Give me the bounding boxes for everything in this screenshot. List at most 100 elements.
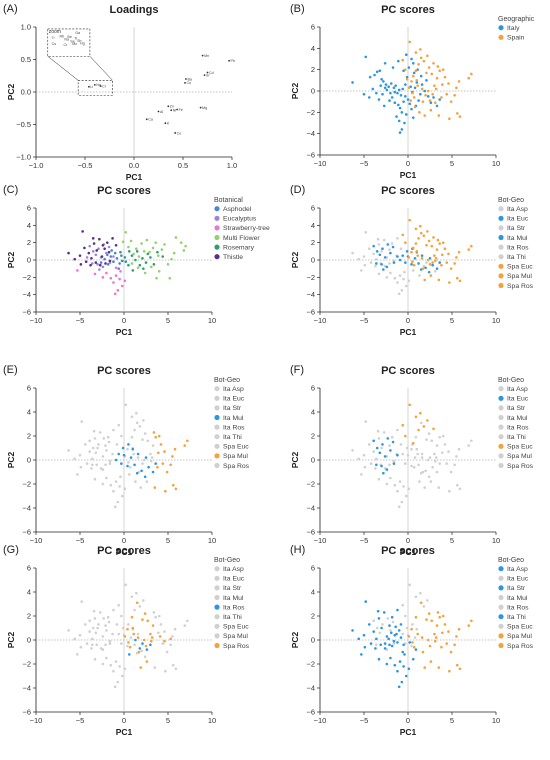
legend-swatch [214,244,220,250]
score-point [380,626,383,630]
score-point [146,252,150,256]
score-point [412,645,416,649]
score-point [116,289,120,292]
y-tick-label: −2 [306,660,315,669]
score-point [123,487,127,491]
score-point [457,80,461,83]
legend-entry: Ita Euc [507,216,529,223]
score-point [389,629,392,632]
score-point [437,114,441,117]
score-point [98,237,101,241]
score-point [130,595,134,599]
score-point [410,263,413,266]
score-point [388,444,391,447]
score-point [91,463,94,467]
panel-label: (D) [290,184,305,196]
score-point [422,425,426,428]
legend-swatch [498,263,504,269]
zoom-loading-label: Na [64,38,69,42]
score-point [402,277,405,281]
score-point [385,482,389,486]
score-point [423,666,427,669]
score-point [378,451,382,455]
score-point [377,617,381,620]
score-point [91,262,94,265]
y-tick-label: −6 [22,708,31,717]
x-tick-label: 10 [208,316,216,325]
score-point [392,459,396,463]
score-point [141,642,144,645]
score-point [98,431,102,434]
score-point [144,456,148,459]
score-point [404,113,408,116]
score-point [383,256,387,259]
score-point [151,470,155,474]
score-point [136,456,140,459]
y-tick-label: 2 [311,432,315,441]
score-point [440,96,443,99]
loading-point [167,105,170,108]
x-tick-label: −5 [76,716,85,725]
score-point [440,263,443,267]
score-point [377,243,381,246]
score-point [107,440,111,444]
score-point [377,477,381,481]
score-point [134,258,137,262]
y-tick-label: −4 [22,290,31,299]
score-point [416,254,419,257]
x-axis-label: PC1 [400,727,417,737]
loading-label: Ca [148,118,153,122]
score-point [420,636,424,639]
panel-label: (E) [3,364,18,376]
legend-title: Geographic [498,16,535,23]
legend-entry: Ita Thi [507,614,526,621]
legend-swatch [214,594,220,601]
score-point [385,635,389,638]
score-point [173,627,177,631]
score-point [107,245,111,249]
score-point [419,231,423,235]
score-point [379,643,383,647]
score-point [374,467,377,470]
score-point [422,59,426,63]
score-point [383,61,387,65]
legend-swatch [498,273,504,279]
score-point [76,653,79,656]
y-tick-label: −4 [306,129,315,138]
x-tick-label: −0.5 [78,161,93,170]
legend-entry: Italy [507,25,520,32]
score-point [108,462,112,465]
chart-title: PC scores [381,545,435,557]
score-point [149,643,152,647]
score-point [161,462,165,465]
score-point [148,250,151,254]
score-point [130,615,134,619]
chart-title: PC scores [381,365,435,377]
legend-swatch [214,566,220,572]
score-point [375,626,379,630]
score-point [164,669,167,673]
panel-label: (G) [3,544,19,556]
score-point [149,632,152,636]
score-point [404,241,407,244]
score-point [382,104,386,108]
score-point [351,449,354,452]
legend-title: Bot-Geo [498,557,524,564]
score-point [97,443,100,446]
score-point [101,648,105,651]
score-point [455,635,458,638]
loading-label: Mg [202,106,207,110]
score-point [143,475,147,479]
score-point [98,268,101,271]
score-point [160,248,164,251]
score-point [153,486,157,489]
score-point [149,265,153,269]
score-point [134,638,137,642]
score-point [430,619,434,623]
y-tick-label: 0 [311,456,315,465]
y-axis-label: PC2 [290,631,300,648]
score-point [438,69,441,73]
score-point [433,452,436,456]
score-point [375,257,378,261]
score-point [378,631,382,635]
